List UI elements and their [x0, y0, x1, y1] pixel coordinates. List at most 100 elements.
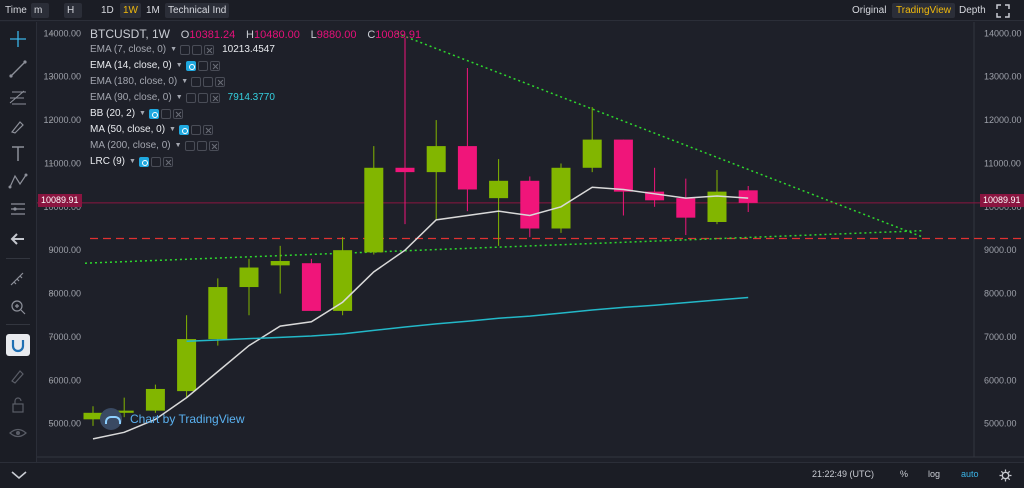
settings-icon[interactable]: [197, 61, 208, 71]
settings-icon[interactable]: [203, 77, 214, 87]
settings-icon[interactable]: [190, 125, 201, 135]
visibility-eye-icon[interactable]: [185, 93, 196, 103]
indicator-row[interactable]: MA (50, close, 0) ▼: [90, 122, 421, 138]
candle-body: [114, 410, 134, 413]
indicator-row[interactable]: LRC (9) ▼: [90, 154, 421, 170]
prediction-tool-icon[interactable]: [6, 198, 30, 220]
close-icon[interactable]: [208, 141, 219, 151]
watermark[interactable]: Chart by TradingView: [100, 408, 245, 430]
minute-interval-dropdown[interactable]: m: [31, 3, 49, 18]
caret-down-icon[interactable]: ▼: [169, 126, 176, 133]
settings-icon[interactable]: [192, 45, 203, 55]
uptrend-line: [84, 229, 923, 264]
candle: [582, 107, 602, 173]
close-icon[interactable]: [202, 125, 213, 135]
y-axis-label-right: 13000.00: [984, 72, 1022, 82]
interval-1d-button[interactable]: 1D: [101, 5, 114, 16]
original-view-tab[interactable]: Original: [852, 5, 887, 16]
caret-down-icon[interactable]: ▼: [175, 62, 183, 69]
visibility-eye-icon[interactable]: [191, 77, 202, 87]
close-icon[interactable]: [204, 45, 215, 55]
indicator-row[interactable]: EMA (180, close, 0) ▼: [90, 74, 421, 90]
y-axis-label-left: 9000.00: [48, 245, 81, 255]
high-key: H: [246, 29, 254, 41]
pattern-tool-icon[interactable]: [6, 170, 30, 192]
visibility-eye-icon[interactable]: [178, 125, 189, 135]
caret-down-icon[interactable]: ▼: [139, 110, 146, 117]
back-arrow-icon[interactable]: [6, 228, 30, 250]
brush-icon[interactable]: [6, 114, 30, 136]
y-axis-label-left: 12000.00: [43, 115, 81, 125]
indicator-row[interactable]: BB (20, 2) ▼: [90, 106, 421, 122]
crosshair-icon[interactable]: [6, 28, 30, 50]
close-icon[interactable]: [209, 93, 220, 103]
fullscreen-icon[interactable]: [996, 4, 1010, 18]
caret-down-icon[interactable]: ▼: [170, 46, 178, 53]
magnet-icon: [11, 340, 25, 353]
indicator-value: 10213.4547: [222, 44, 275, 55]
ema-cyan-line: [186, 296, 749, 343]
visibility-eye-icon[interactable]: [138, 157, 149, 167]
indicator-row[interactable]: MA (200, close, 0) ▼: [90, 138, 421, 154]
indicator-value: 7914.3770: [227, 92, 275, 103]
y-axis-label-right: 9000.00: [984, 245, 1017, 255]
candle-body: [707, 191, 727, 222]
interval-1w-button[interactable]: 1W: [120, 3, 141, 18]
candle-body: [208, 287, 228, 340]
candle: [239, 258, 259, 316]
technical-indicators-button[interactable]: Technical Ind: [165, 3, 230, 18]
indicator-row[interactable]: EMA (7, close, 0) ▼ 10213.4547: [90, 42, 421, 58]
lock-drawing-pen-icon[interactable]: [6, 364, 30, 386]
ruler-icon[interactable]: [6, 268, 30, 290]
close-icon[interactable]: [162, 157, 173, 167]
candle: [301, 258, 321, 311]
visibility-eye-icon[interactable]: [180, 45, 191, 55]
chart-legend: BTCUSDT, 1W O10381.24 H10480.00 L9880.00…: [90, 27, 421, 170]
close-icon[interactable]: [172, 109, 183, 119]
visibility-eye-icon[interactable]: [148, 109, 159, 119]
magnet-button[interactable]: [6, 334, 30, 356]
eye-icon[interactable]: [6, 422, 30, 444]
settings-icon[interactable]: [197, 93, 208, 103]
candle: [208, 278, 228, 346]
lock-icon[interactable]: [6, 394, 30, 416]
drawing-tools-rail: [0, 22, 37, 462]
zoom-in-icon[interactable]: [6, 296, 30, 318]
percent-scale-toggle[interactable]: %: [900, 469, 909, 479]
settings-icon[interactable]: [160, 109, 171, 119]
tradingview-view-tab[interactable]: TradingView: [892, 3, 956, 18]
fib-tool-icon[interactable]: [6, 86, 30, 108]
hour-interval-dropdown[interactable]: H: [64, 3, 82, 18]
candle: [426, 120, 446, 220]
trend-line-icon[interactable]: [6, 58, 30, 80]
close-icon[interactable]: [209, 61, 220, 71]
caret-down-icon[interactable]: ▼: [175, 94, 183, 101]
candle-body: [613, 139, 633, 192]
caret-down-icon[interactable]: ▼: [181, 78, 189, 85]
close-icon[interactable]: [215, 77, 226, 87]
text-tool-icon[interactable]: [6, 142, 30, 164]
auto-scale-toggle[interactable]: auto: [961, 469, 979, 479]
watermark-text: Chart by TradingView: [130, 412, 245, 426]
x-axis-label: 17: [378, 461, 388, 462]
interval-1m-button[interactable]: 1M: [146, 5, 160, 16]
candle: [145, 384, 165, 413]
settings-icon[interactable]: [196, 141, 207, 151]
caret-down-icon[interactable]: ▼: [174, 142, 182, 149]
price-chart[interactable]: 5000.006000.007000.008000.009000.0010000…: [37, 22, 1024, 462]
indicator-name: LRC (9): [90, 156, 126, 167]
visibility-eye-icon[interactable]: [184, 141, 195, 151]
visibility-eye-icon[interactable]: [185, 61, 196, 71]
settings-gear-icon[interactable]: [999, 469, 1012, 482]
settings-icon[interactable]: [150, 157, 161, 167]
indicator-row[interactable]: EMA (90, close, 0) ▼ 7914.3770: [90, 90, 421, 106]
symbol-name: BTCUSDT, 1W: [90, 27, 171, 41]
depth-view-tab[interactable]: Depth: [959, 5, 986, 16]
caret-down-icon[interactable]: ▼: [129, 158, 136, 165]
indicator-row[interactable]: EMA (14, close, 0) ▼: [90, 58, 421, 74]
candle-body: [645, 191, 665, 201]
indicator-name: MA (50, close, 0): [90, 124, 166, 135]
candle-body: [676, 198, 696, 218]
chevron-down-icon[interactable]: [8, 466, 30, 484]
log-scale-toggle[interactable]: log: [928, 469, 941, 479]
